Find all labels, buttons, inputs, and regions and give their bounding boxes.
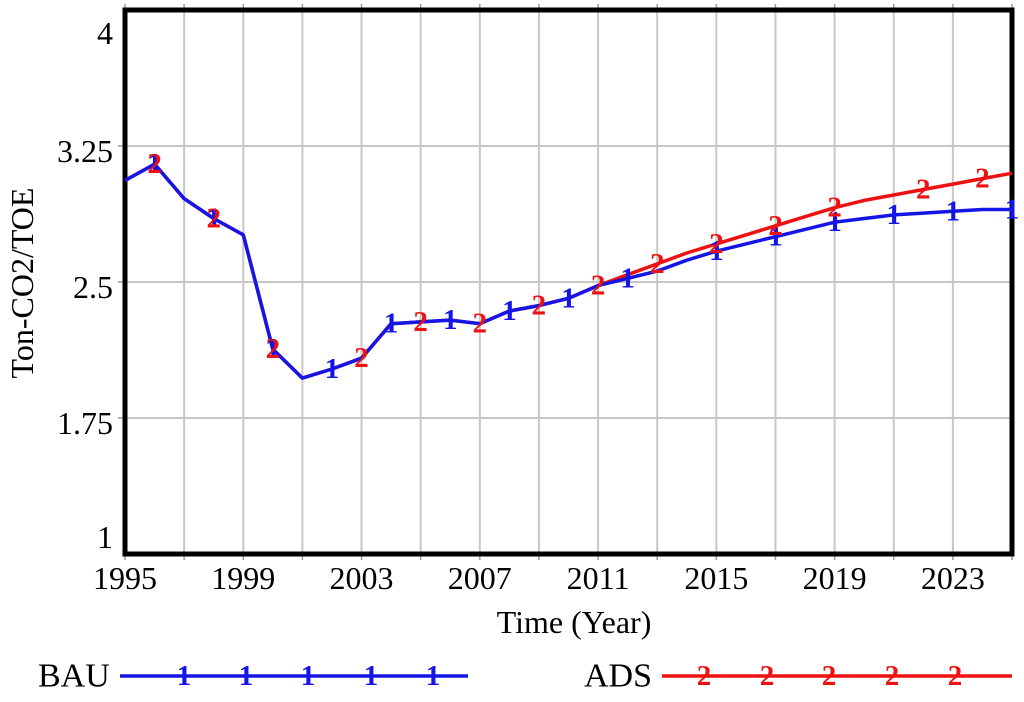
x-tick-label: 2023 [921, 560, 985, 596]
y-axis-title: Ton-CO2/TOE [4, 188, 40, 379]
bau-marker: 1 [946, 195, 961, 227]
plot-frame [122, 7, 1015, 557]
bau-marker: 1 [502, 295, 517, 327]
x-tick-label: 1995 [93, 560, 157, 596]
x-tick-label: 2015 [684, 560, 748, 596]
legend-marker-bau: 1 [239, 660, 254, 692]
legend-marker-ads: 2 [697, 660, 712, 692]
bau-marker: 1 [384, 308, 399, 340]
x-tick-label: 2019 [803, 560, 867, 596]
bau-marker: 1 [266, 333, 281, 365]
y-tick-label: 1.75 [57, 405, 113, 441]
ads-marker: 2 [354, 342, 369, 374]
ads-marker: 2 [827, 192, 842, 224]
legend-marker-bau: 1 [301, 660, 316, 692]
bau-marker: 1 [147, 148, 162, 180]
ads-marker: 2 [709, 228, 724, 260]
bau-marker: 1 [561, 282, 576, 314]
legend-marker-ads: 2 [822, 660, 837, 692]
legend-marker-ads: 2 [948, 660, 963, 692]
ads-marker: 2 [413, 306, 428, 338]
legend-marker-bau: 1 [426, 660, 441, 692]
x-tick-label: 2011 [567, 560, 630, 596]
ads-marker: 2 [206, 203, 221, 235]
bau-marker: 1 [768, 221, 783, 253]
bau-marker: 1 [325, 353, 340, 385]
ads-marker: 2 [975, 163, 990, 195]
ads-marker: 2 [473, 308, 488, 340]
ads-marker: 2 [266, 333, 281, 365]
bau-marker: 1 [827, 206, 842, 238]
bau-marker: 1 [206, 203, 221, 235]
legend-marker-ads: 2 [885, 660, 900, 692]
ads-marker: 2 [768, 210, 783, 242]
bau-marker: 1 [1005, 193, 1020, 225]
legend-marker-ads: 2 [760, 660, 775, 692]
legend-label-bau: BAU [38, 658, 110, 695]
ads-marker: 2 [916, 174, 931, 206]
bau-marker: 1 [709, 235, 724, 267]
x-tick-label: 1999 [211, 560, 275, 596]
ads-marker: 2 [591, 270, 606, 302]
ads-line [124, 162, 1013, 380]
x-tick-label: 2007 [448, 560, 512, 596]
bau-marker: 1 [443, 304, 458, 336]
ads-marker: 2 [532, 290, 547, 322]
legend-marker-bau: 1 [364, 660, 379, 692]
legend-marker-bau: 1 [177, 660, 192, 692]
legend-label-ads: ADS [584, 658, 652, 695]
ads-marker: 2 [650, 248, 665, 280]
bau-line [124, 162, 1012, 380]
y-tick-label: 2.5 [73, 269, 113, 305]
bau-marker: 1 [886, 199, 901, 231]
y-tick-label: 1 [97, 519, 113, 555]
y-tick-label: 4 [97, 15, 113, 51]
y-tick-label: 3.25 [57, 133, 113, 169]
ads-marker: 2 [147, 148, 162, 180]
x-tick-label: 2003 [330, 560, 394, 596]
bau-marker: 1 [620, 262, 635, 294]
x-axis-title: Time (Year) [497, 604, 652, 640]
